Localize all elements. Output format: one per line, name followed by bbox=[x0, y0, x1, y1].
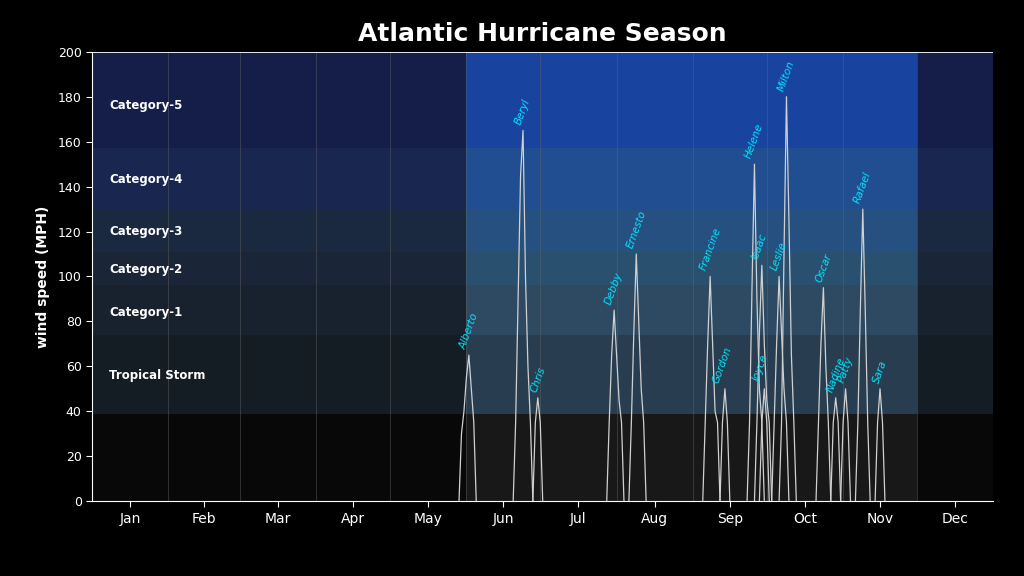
Text: Alberto: Alberto bbox=[458, 312, 480, 351]
Text: Oscar: Oscar bbox=[814, 252, 834, 283]
Text: Joyce: Joyce bbox=[753, 355, 771, 384]
Text: Category-5: Category-5 bbox=[110, 99, 182, 112]
Text: Francine: Francine bbox=[697, 226, 723, 272]
Text: Category-4: Category-4 bbox=[110, 173, 182, 187]
Text: Milton: Milton bbox=[776, 59, 797, 92]
Y-axis label: wind speed (MPH): wind speed (MPH) bbox=[36, 205, 49, 348]
Text: Category-3: Category-3 bbox=[110, 225, 182, 238]
Title: Atlantic Hurricane Season: Atlantic Hurricane Season bbox=[358, 22, 727, 46]
Text: Debby: Debby bbox=[604, 271, 625, 306]
Text: Rafael: Rafael bbox=[852, 170, 873, 204]
Text: Beryl: Beryl bbox=[514, 97, 532, 126]
Text: Category-1: Category-1 bbox=[110, 306, 182, 319]
Text: Gordon: Gordon bbox=[712, 345, 733, 384]
Text: Leslie: Leslie bbox=[769, 241, 788, 272]
Text: Helene: Helene bbox=[743, 122, 765, 160]
Text: Category-2: Category-2 bbox=[110, 263, 182, 276]
Text: Chris: Chris bbox=[528, 365, 547, 393]
Text: Tropical Storm: Tropical Storm bbox=[110, 369, 206, 382]
Text: Ernesto: Ernesto bbox=[625, 209, 648, 249]
Text: Isaac: Isaac bbox=[751, 232, 769, 261]
Text: Nadine: Nadine bbox=[824, 355, 847, 393]
Text: Sara: Sara bbox=[871, 359, 889, 384]
Text: Patty: Patty bbox=[837, 355, 855, 384]
